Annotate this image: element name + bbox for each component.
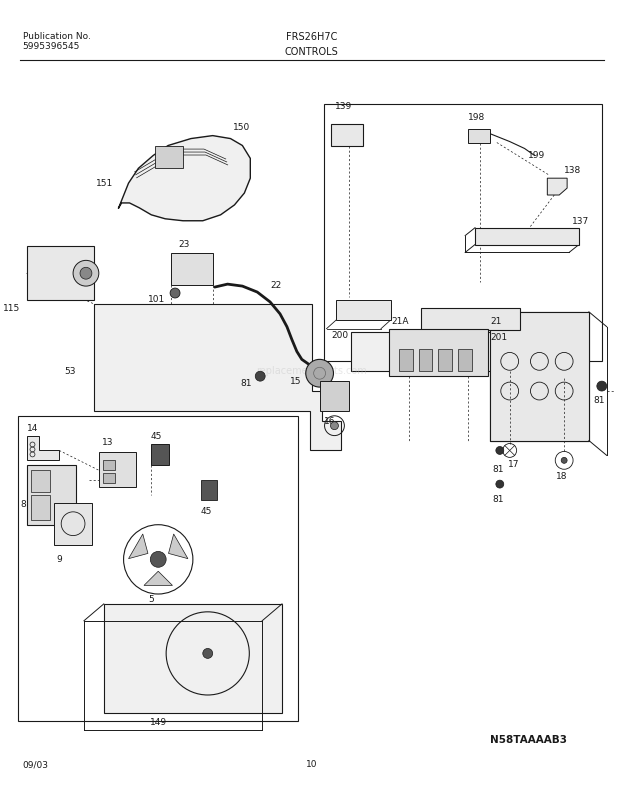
Text: 16: 16 (324, 417, 335, 426)
Bar (103, 473, 115, 483)
Bar (201, 480, 216, 500)
Text: 8: 8 (20, 501, 27, 509)
Circle shape (73, 260, 99, 286)
Text: 151: 151 (97, 179, 113, 187)
Bar (320, 381, 349, 411)
Bar (27, 245, 94, 300)
Bar (30, 495, 50, 520)
Bar (468, 129, 490, 142)
Polygon shape (144, 571, 172, 585)
Bar (103, 460, 115, 471)
Text: 200: 200 (332, 331, 348, 339)
Circle shape (150, 551, 166, 567)
Bar (418, 350, 433, 371)
Text: 101: 101 (148, 296, 165, 305)
Circle shape (496, 480, 504, 488)
Text: replacementparts.com: replacementparts.com (256, 366, 367, 377)
Text: 53: 53 (64, 367, 76, 376)
Text: 22: 22 (270, 281, 281, 290)
Text: 21A: 21A (391, 316, 409, 326)
Polygon shape (352, 312, 589, 441)
Text: 199: 199 (528, 151, 545, 160)
Text: FRS26H7C: FRS26H7C (286, 32, 337, 42)
Text: N58TAAAAB3: N58TAAAAB3 (490, 736, 567, 745)
Text: 81: 81 (492, 495, 503, 504)
Text: 23: 23 (178, 240, 189, 249)
Text: 198: 198 (468, 113, 485, 122)
Text: 15: 15 (290, 377, 302, 386)
Circle shape (255, 371, 265, 381)
Bar (155, 146, 183, 168)
Bar (332, 123, 363, 146)
Bar (30, 471, 50, 492)
Text: 10: 10 (306, 760, 317, 770)
Polygon shape (475, 228, 579, 244)
Text: 9: 9 (56, 555, 62, 565)
Circle shape (80, 267, 92, 279)
Bar (389, 329, 488, 377)
Bar (27, 465, 76, 524)
Text: Publication No.: Publication No. (22, 32, 91, 40)
Polygon shape (169, 534, 188, 558)
Circle shape (170, 288, 180, 298)
Text: 09/03: 09/03 (22, 760, 48, 770)
Bar (17, 416, 298, 721)
Bar (399, 350, 413, 371)
Circle shape (561, 457, 567, 464)
Circle shape (496, 446, 504, 454)
Polygon shape (27, 436, 60, 460)
Polygon shape (490, 312, 589, 441)
Bar (438, 350, 452, 371)
Text: 21: 21 (490, 316, 502, 326)
Text: 81: 81 (492, 465, 503, 475)
Bar (458, 350, 472, 371)
Text: 138: 138 (564, 166, 582, 176)
Text: CONTROLS: CONTROLS (285, 47, 339, 58)
Text: 5995396545: 5995396545 (22, 42, 80, 51)
Polygon shape (118, 135, 250, 221)
Circle shape (203, 649, 213, 658)
Circle shape (306, 359, 334, 387)
Bar (55, 503, 92, 544)
Text: 201: 201 (490, 333, 507, 342)
Circle shape (597, 381, 607, 391)
Circle shape (330, 422, 339, 430)
Text: 13: 13 (102, 438, 113, 448)
Text: 18: 18 (556, 472, 568, 481)
Text: 115: 115 (3, 304, 20, 313)
Polygon shape (128, 534, 148, 558)
Text: 137: 137 (572, 217, 590, 225)
Bar (99, 452, 136, 487)
Text: 81: 81 (241, 379, 252, 388)
Text: 45: 45 (200, 507, 211, 516)
Bar (171, 253, 213, 285)
Polygon shape (547, 178, 567, 195)
Polygon shape (104, 604, 282, 713)
Text: 149: 149 (149, 717, 167, 727)
Text: 150: 150 (232, 123, 250, 131)
Text: 45: 45 (151, 432, 162, 441)
Text: 139: 139 (334, 102, 352, 111)
Text: 5: 5 (148, 595, 154, 604)
Text: 81: 81 (593, 396, 604, 405)
Bar (324, 104, 602, 361)
Bar (337, 300, 391, 320)
Bar (420, 308, 520, 330)
Bar (151, 444, 169, 465)
Text: 17: 17 (508, 460, 519, 469)
Polygon shape (94, 304, 342, 450)
Text: 14: 14 (27, 424, 38, 433)
